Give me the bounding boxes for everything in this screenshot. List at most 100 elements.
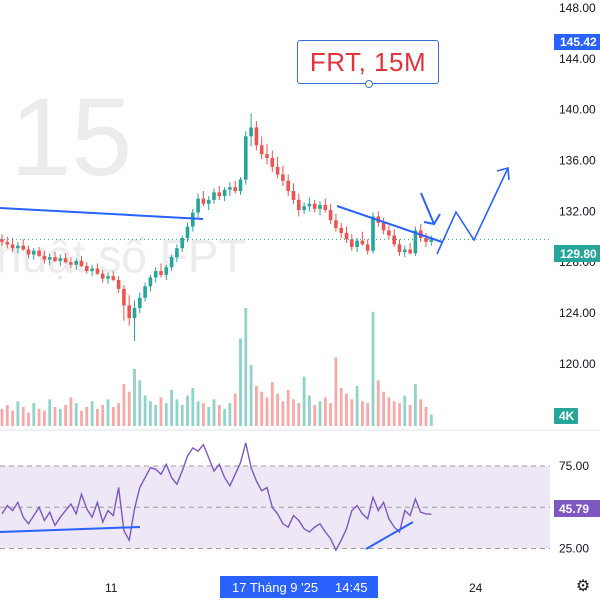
- candle-body: [222, 189, 227, 197]
- volume-bar: [424, 406, 428, 426]
- projection-arrow-head-icon: [496, 166, 510, 181]
- candle-body: [58, 258, 63, 261]
- candle-body: [275, 166, 280, 175]
- volume-bar: [334, 357, 338, 426]
- trendline-resistance-left[interactable]: [0, 207, 204, 220]
- volume-bar: [403, 395, 407, 426]
- volume-bar: [53, 406, 57, 426]
- candle-body: [47, 257, 52, 260]
- gear-icon[interactable]: ⚙: [575, 578, 591, 595]
- volume-bar: [308, 395, 311, 426]
- candle-body: [16, 245, 20, 249]
- price-candles: [0, 113, 434, 341]
- chart-title: FRT, 15M: [309, 46, 427, 77]
- candle-body: [185, 226, 190, 239]
- candle-body: [69, 262, 73, 265]
- volume-bar: [265, 397, 269, 426]
- rsi-tick-label: 25.00: [559, 542, 589, 556]
- candle-body: [281, 174, 285, 181]
- candle-body: [32, 250, 36, 255]
- candle-body: [307, 203, 312, 207]
- volume-bar: [329, 403, 332, 426]
- volume-bar: [371, 311, 375, 426]
- candle-body: [63, 258, 68, 263]
- volume-bar: [11, 410, 14, 426]
- volume-bar: [117, 403, 120, 426]
- time-tick-label: 24: [469, 581, 483, 595]
- volume-bar: [228, 403, 232, 426]
- volume-bar: [429, 414, 433, 426]
- svg-text:14:45: 14:45: [335, 580, 368, 595]
- volume-bar: [281, 401, 285, 426]
- volume-bar: [286, 389, 290, 426]
- candle-body: [244, 136, 248, 180]
- candle-body: [297, 199, 301, 211]
- volume-bar: [223, 408, 226, 426]
- trend-drawings[interactable]: [0, 166, 510, 550]
- candle-body: [106, 276, 110, 279]
- price-tick-label: 120.00: [559, 357, 596, 371]
- volume-bar: [37, 408, 41, 426]
- candle-body: [259, 145, 264, 155]
- candle-body: [408, 249, 412, 254]
- svg-text:17 Tháng 9 '25: 17 Tháng 9 '25: [232, 580, 318, 595]
- volume-bar: [387, 397, 391, 426]
- down-arrow-shaft[interactable]: [420, 192, 435, 225]
- trendline-resistance-right[interactable]: [336, 205, 443, 243]
- volume-bar: [80, 410, 83, 426]
- rsi-trendline-divergence[interactable]: [365, 521, 414, 550]
- volume-bar: [392, 401, 396, 426]
- candle-body: [270, 157, 275, 167]
- volume-bar: [255, 386, 258, 426]
- volume-bar: [323, 397, 327, 426]
- candle-body: [381, 222, 386, 231]
- candle-body: [350, 239, 354, 247]
- rsi-trendline-left[interactable]: [0, 526, 141, 533]
- drag-handle-icon[interactable]: [365, 80, 373, 88]
- volume-bar: [180, 405, 184, 426]
- volume-bar: [170, 389, 173, 426]
- candle-body: [206, 199, 211, 204]
- candle-body: [365, 244, 370, 251]
- candle-body: [169, 257, 174, 268]
- candle-body: [74, 260, 78, 265]
- projection-path[interactable]: [436, 167, 509, 255]
- volume-bar: [122, 384, 126, 426]
- candle-body: [233, 187, 237, 192]
- volume-bar: [175, 399, 179, 426]
- volume-bar: [106, 399, 110, 426]
- volume-bar: [217, 405, 221, 426]
- volume-bar: [408, 405, 412, 426]
- volume-bar: [313, 405, 317, 426]
- candle-body: [302, 206, 306, 211]
- watermark-brand: huật số FPT: [0, 230, 247, 282]
- candle-body: [21, 245, 25, 250]
- candle-body: [175, 248, 179, 258]
- rsi-value-badge: 45.79: [554, 500, 600, 517]
- candle-body: [42, 255, 47, 260]
- candle-body: [164, 267, 169, 275]
- volume-bar: [345, 393, 348, 426]
- volume-bar: [419, 399, 423, 426]
- time-axis[interactable]: 11 24: [105, 581, 483, 595]
- volume-bar: [207, 406, 211, 426]
- svg-text:129.80: 129.80: [560, 247, 597, 261]
- candle-body: [334, 220, 338, 228]
- candle-body: [429, 239, 434, 242]
- chart-title-box[interactable]: FRT, 15M: [297, 40, 439, 84]
- price-axis[interactable]: 148.00144.00140.00136.00132.00128.00124.…: [559, 1, 596, 371]
- price-tick-label: 144.00: [559, 52, 596, 66]
- candle-body: [138, 297, 142, 308]
- candle-body: [95, 268, 100, 274]
- volume-bar: [233, 393, 237, 426]
- time-tick-label: 11: [105, 581, 118, 595]
- candle-body: [148, 277, 153, 287]
- candle-body: [212, 192, 216, 200]
- volume-bar: [90, 401, 94, 426]
- volume-bar: [101, 405, 105, 426]
- volume-bar: [111, 406, 115, 426]
- candle-body: [413, 230, 418, 254]
- volume-bar: [127, 391, 131, 426]
- candle-body: [387, 230, 391, 236]
